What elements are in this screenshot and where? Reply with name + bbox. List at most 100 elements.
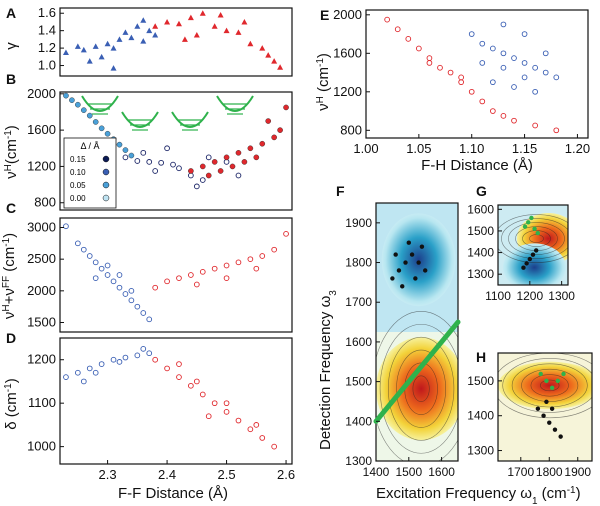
potential-well-icon (81, 95, 119, 112)
panel-letter: G (476, 183, 487, 199)
data-point (223, 159, 230, 165)
data-point (271, 246, 278, 253)
data-point (116, 141, 123, 148)
data-point (128, 297, 135, 304)
series-line (373, 319, 461, 424)
y-tick-label: 1500 (467, 374, 494, 388)
data-point (211, 265, 218, 272)
data-point (122, 291, 129, 297)
data-point (158, 159, 164, 166)
detection-ylabel: Detection Frequency ω3 (317, 290, 339, 450)
data-point (146, 350, 153, 357)
data-point (116, 272, 123, 278)
x-tick-label: 1500 (395, 465, 422, 479)
data-point (419, 244, 425, 249)
data-point (80, 107, 87, 113)
data-point (104, 130, 111, 137)
x-tick-label: 2.5 (218, 467, 236, 482)
x-tick-label: 1.05 (406, 141, 431, 156)
data-point (223, 400, 230, 407)
data-point (140, 346, 147, 352)
data-point (104, 40, 111, 47)
data-point (277, 127, 283, 133)
y-axis-label: δ (cm-1) (3, 378, 21, 429)
panel-b: 800 1200 1600 2000 BνH(cm-1) Δ / Å 0.15 0.10 0.0… (3, 71, 293, 211)
data-point (98, 265, 105, 272)
y-tick-label: 1500 (27, 315, 56, 330)
y-tick-label: 1000 (27, 439, 56, 454)
data-point (241, 18, 248, 25)
data-point (176, 374, 182, 380)
data-point (193, 32, 200, 38)
axes-frame-a (59, 7, 293, 77)
data-point (86, 365, 93, 372)
panel-letter: H (476, 349, 486, 365)
y-tick-label: 1400 (467, 246, 494, 260)
data-point (146, 159, 153, 165)
x-tick-label: 1700 (507, 465, 534, 479)
data-point (235, 150, 242, 156)
data-point (511, 117, 517, 124)
data-point (553, 127, 560, 134)
potential-well-icon (216, 95, 254, 112)
y-tick-label: 800 (34, 195, 56, 210)
panel-letter: E (320, 7, 329, 23)
data-point (271, 134, 277, 141)
axes-frame-e (365, 9, 589, 139)
data-point (538, 371, 543, 377)
data-point (199, 391, 206, 398)
y-tick-label: 2000 (27, 283, 56, 298)
x-tick-label: 1.20 (565, 141, 590, 156)
data-point (211, 159, 218, 165)
x-tick-label: 1.00 (353, 141, 378, 156)
data-point (403, 260, 408, 265)
data-point (259, 140, 266, 147)
data-point (140, 310, 147, 316)
y-tick-label: 3000 (27, 220, 56, 235)
y-tick-label: 1200 (27, 158, 56, 173)
y-tick-label: 2000 (333, 7, 362, 22)
legend-entry: 0.00 (70, 194, 86, 203)
data-point (164, 18, 171, 25)
bottom-right-xlabel: Excitation Frequency ω1 (cm-1) (376, 485, 581, 506)
y-axis-label: νH(cm-1) (3, 125, 21, 179)
x-tick-label: 1600 (428, 465, 455, 479)
data-point (80, 46, 87, 53)
legend-swatch (102, 194, 110, 202)
y-tick-label: 1.4 (38, 23, 56, 38)
data-point (535, 230, 540, 236)
y-tick-label: 1200 (333, 84, 362, 99)
data-point (193, 281, 200, 288)
data-point (271, 58, 278, 64)
data-point (223, 27, 230, 34)
data-point (549, 385, 555, 391)
data-point (74, 369, 81, 376)
data-point (74, 240, 81, 247)
y-tick-label: 1600 (345, 335, 372, 349)
data-point (211, 23, 218, 29)
data-point (253, 422, 260, 428)
data-point (80, 378, 87, 385)
data-point (128, 152, 135, 159)
legend-entry: 0.05 (70, 181, 86, 190)
data-point (394, 26, 401, 33)
data-point (152, 168, 159, 174)
y-axis-label: νH+νFF (cm-1) (1, 233, 19, 319)
data-point (521, 60, 528, 66)
y-tick-label: 1900 (345, 216, 372, 230)
data-point (63, 374, 69, 380)
data-point (265, 52, 272, 58)
data-point (533, 248, 539, 253)
data-point (152, 32, 159, 38)
data-point (259, 253, 266, 259)
panel-letter: B (6, 71, 16, 87)
y-tick-label: 1200 (27, 352, 56, 367)
x-tick-label: 1.15 (512, 141, 537, 156)
legend-entry: 0.10 (70, 168, 86, 177)
data-point (247, 426, 254, 433)
data-point (62, 49, 69, 55)
data-point (188, 168, 194, 174)
data-point (527, 256, 533, 262)
